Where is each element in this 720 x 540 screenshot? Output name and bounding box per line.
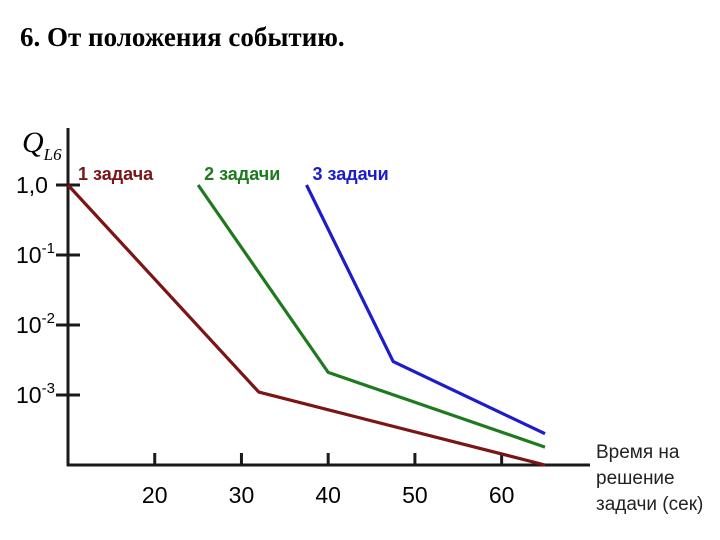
series-group	[66, 183, 546, 467]
y-tick-base: 1,0	[16, 172, 48, 198]
y-axis-title-main: Q	[22, 126, 44, 159]
x-tick-label: 40	[315, 482, 341, 508]
series-label: 1 задача	[78, 164, 154, 184]
series-label: 3 задачи	[313, 164, 389, 184]
y-tick-label: 10-3	[16, 380, 55, 408]
y-tick-exponent: -3	[42, 380, 55, 397]
x-axis-title: Время на решение задачи (сек)	[596, 442, 703, 515]
series-labels: 1 задача 2 задачи 3 задачи	[78, 164, 389, 184]
series-line	[196, 184, 546, 449]
x-axis-title-line: задачи (сек)	[596, 494, 703, 515]
y-tick-exponent: -1	[42, 240, 55, 257]
y-axis-title-sub: L6	[43, 145, 62, 164]
y-axis-title: QL6	[22, 126, 62, 164]
series-label: 2 задачи	[204, 164, 280, 184]
x-tick-label: 30	[229, 482, 255, 508]
x-tick-label: 50	[402, 482, 428, 508]
y-ticks: 1,010-110-210-3	[16, 172, 80, 408]
series-line	[66, 183, 546, 467]
series-line	[305, 184, 546, 436]
slide-title: 6. От положения событию.	[20, 22, 345, 52]
y-tick-label: 10-1	[16, 240, 55, 268]
y-tick-base: 10	[16, 382, 42, 408]
y-tick-base: 10	[16, 242, 42, 268]
x-tick-label: 60	[489, 482, 515, 508]
y-tick-base: 10	[16, 312, 42, 338]
x-axis-title-line: решение	[596, 468, 675, 489]
y-tick-label: 10-2	[16, 310, 55, 338]
x-axis-title-line: Время на	[596, 442, 680, 463]
y-tick-label: 1,0	[16, 172, 48, 198]
y-tick-exponent: -2	[42, 310, 55, 327]
x-ticks: 20 30 40 50 60	[142, 453, 515, 508]
x-tick-label: 20	[142, 482, 168, 508]
svg-text:QL6: QL6	[22, 126, 62, 164]
